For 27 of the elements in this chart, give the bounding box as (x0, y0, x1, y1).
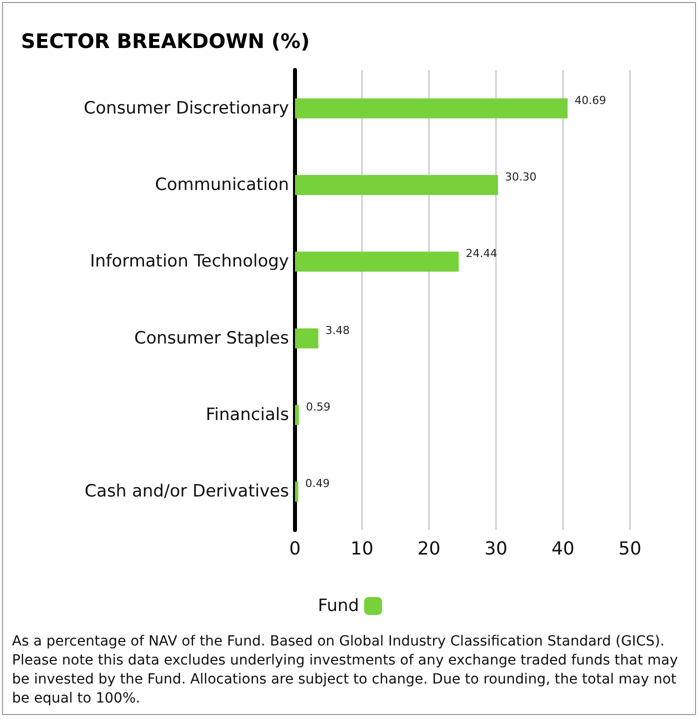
bar (295, 98, 568, 118)
x-tick-label: 0 (289, 538, 301, 560)
text: 24.44 (466, 247, 498, 260)
y-tick-label: Communication (155, 175, 289, 195)
y-tick-label: Consumer Staples (134, 328, 290, 348)
x-tick-label: 30 (484, 538, 508, 560)
text: 0.59 (306, 400, 330, 414)
text: 0.49 (305, 477, 330, 490)
x-tick-label: 20 (418, 538, 440, 560)
y-tick-label: Cash and/or Derivatives (84, 482, 290, 502)
chart-title: SECTOR BREAKDOWN (%) (21, 29, 310, 53)
x-tick-label: 40 (552, 538, 574, 560)
x-tick-label: 10 (350, 538, 374, 560)
y-tick-label: Information Technology (90, 252, 289, 272)
bar (295, 482, 298, 502)
y-tick-label: Consumer Discretionary (84, 98, 289, 118)
bar (295, 252, 459, 272)
text: 30.30 (505, 170, 537, 184)
text: 40.69 (574, 94, 606, 107)
bar (295, 328, 318, 348)
y-tick-label: Financials (206, 405, 290, 425)
x-tick-label: 50 (618, 538, 642, 560)
legend-label: Fund (318, 596, 360, 616)
text: 3.48 (325, 324, 350, 337)
bar (295, 405, 299, 425)
bar (295, 175, 498, 195)
text: As a percentage of NAV of the Fund. Based on Global Industry Classification Standard (GICS). Please note this data excludes underlying investments of any exchange traded funds that may be invested by the Fund. Allocations are subject to change. Due to rounding, the total may not be equal to 100%. (12, 634, 682, 706)
